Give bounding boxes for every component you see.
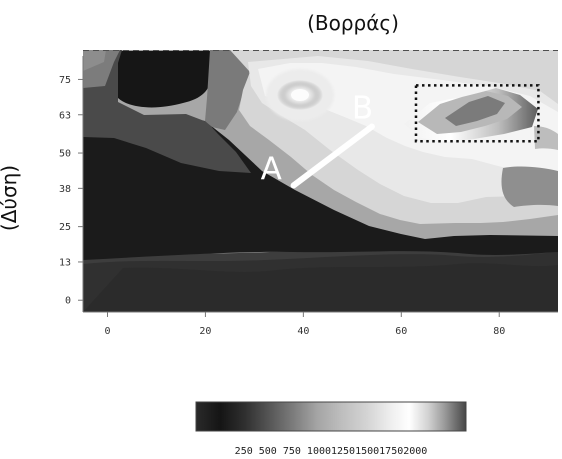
y-tick-label: 50 — [59, 149, 71, 160]
left-light-wedge — [83, 50, 106, 71]
y-tick-label: 13 — [59, 257, 71, 268]
annotation-a: A — [261, 151, 282, 187]
y-tick-label: 75 — [59, 75, 71, 86]
ticks-layer: 0 20 40 60 80 75 63 50 38 25 13 0 — [59, 75, 505, 337]
bottom-band-shadow — [83, 263, 558, 312]
hotspot-core — [291, 89, 309, 101]
left-dark-pocket — [118, 51, 211, 108]
line-ab — [290, 123, 375, 189]
top-left-gray-zone — [205, 50, 272, 130]
left-shadow-ridge — [83, 50, 251, 173]
x-tick-label: 0 — [104, 326, 110, 337]
y-tick-label: 38 — [59, 184, 71, 195]
annotation-b: B — [352, 91, 373, 127]
y-tick-label: 0 — [65, 296, 71, 307]
colorbar-fill — [195, 401, 467, 432]
upper-right-edge-dark — [534, 126, 558, 150]
y-tick-label: 63 — [59, 110, 71, 121]
heatmap-area — [83, 50, 558, 312]
x-tick-label: 40 — [297, 326, 309, 337]
ridge-inner-core — [445, 96, 505, 126]
chart-title: (Βορράς) — [307, 11, 399, 35]
highlight-box — [414, 84, 540, 143]
x-tick-label: 80 — [493, 326, 505, 337]
y-axis-label: (Δύση) — [0, 165, 21, 231]
y-tick-label: 25 — [59, 222, 71, 233]
right-mid-shadow — [501, 166, 558, 207]
x-tick-label: 20 — [199, 326, 211, 337]
colorbar: 250 500 750 10001250150017502000 — [195, 401, 467, 457]
x-tick-label: 60 — [395, 326, 407, 337]
colorbar-labels: 250 500 750 10001250150017502000 — [235, 446, 428, 457]
